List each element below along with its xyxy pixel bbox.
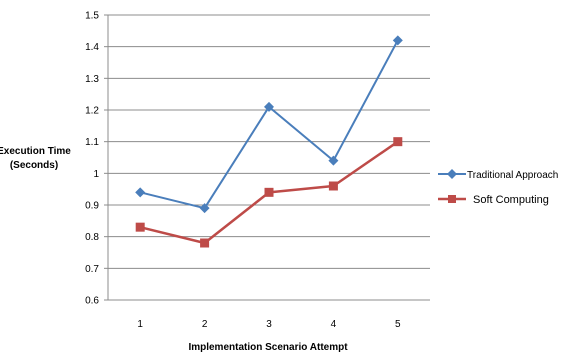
data-point-soft-computing (328, 181, 338, 191)
data-point-soft-computing (264, 187, 274, 197)
x-tick-label: 3 (266, 319, 272, 330)
data-point-soft-computing (393, 137, 403, 147)
data-point-traditional (392, 35, 403, 46)
x-tick-label: 5 (395, 319, 401, 330)
data-point-soft-computing (200, 238, 210, 248)
y-axis-label-line1: Execution Time (0, 146, 71, 157)
legend-item-traditional: Traditional Approach (438, 169, 558, 181)
legend-marker-diamond (447, 169, 457, 179)
y-axis-ticks: 0.6 0.7 0.8 0.9 1 1.1 1.2 1.3 1.4 1.5 (85, 11, 109, 307)
legend-label-soft: Soft Computing (473, 194, 549, 206)
y-tick-label: 0.6 (85, 296, 99, 307)
y-tick-label: 0.7 (85, 264, 99, 275)
y-tick-label: 0.8 (85, 232, 99, 243)
data-point-traditional (328, 155, 339, 166)
x-axis-ticks: 1 2 3 4 5 (137, 319, 401, 330)
grid-lines (108, 14, 430, 301)
x-tick-label: 1 (137, 319, 143, 330)
data-point-traditional (135, 187, 146, 198)
y-tick-label: 1.1 (85, 137, 99, 148)
x-axis-label: Implementation Scenario Attempt (188, 342, 348, 353)
series-layer (135, 35, 403, 248)
y-tick-label: 1.4 (85, 42, 99, 53)
y-tick-label: 1.2 (85, 106, 99, 117)
x-tick-label: 4 (331, 319, 337, 330)
y-tick-label: 1.5 (85, 11, 99, 22)
y-tick-label: 1.3 (85, 74, 99, 85)
data-point-traditional (199, 203, 210, 214)
series-line-traditional (139, 39, 399, 210)
legend: Traditional Approach Soft Computing (438, 169, 558, 206)
data-point-soft-computing (135, 222, 145, 232)
y-axis-label-line2: (Seconds) (10, 160, 58, 171)
legend-item-soft-computing: Soft Computing (438, 194, 549, 206)
y-tick-label: 1 (93, 169, 99, 180)
legend-label-traditional: Traditional Approach (467, 170, 558, 181)
data-point-traditional (264, 101, 274, 112)
legend-marker-square (448, 195, 456, 203)
y-tick-label: 0.9 (85, 201, 99, 212)
x-tick-label: 2 (202, 319, 208, 330)
